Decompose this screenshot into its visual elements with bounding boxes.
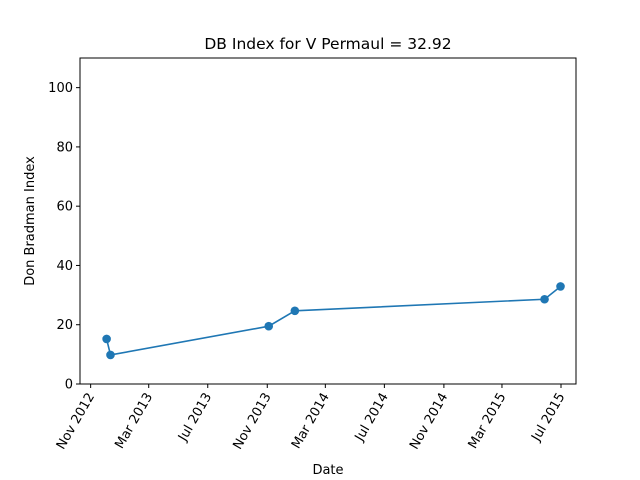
y-tick-label: 40 (56, 259, 73, 274)
y-tick-label: 80 (56, 140, 73, 155)
data-point (106, 350, 115, 360)
y-tick-label: 60 (56, 200, 73, 215)
chart-title: DB Index for V Permaul = 32.92 (204, 35, 451, 53)
y-axis-label: Don Bradman Index (23, 156, 38, 286)
y-axis: 0 20 40 60 80 100 (48, 81, 80, 393)
data-point (556, 282, 565, 291)
y-tick-label: 100 (48, 81, 73, 96)
y-tick-label: 0 (65, 378, 73, 393)
plot-area (102, 282, 565, 360)
data-point (264, 321, 274, 331)
data-point (290, 306, 300, 316)
data-point (540, 294, 549, 304)
x-axis-label: Date (312, 463, 343, 478)
y-tick-label: 20 (56, 318, 73, 333)
data-point (102, 334, 111, 344)
plot-frame (79, 57, 577, 385)
